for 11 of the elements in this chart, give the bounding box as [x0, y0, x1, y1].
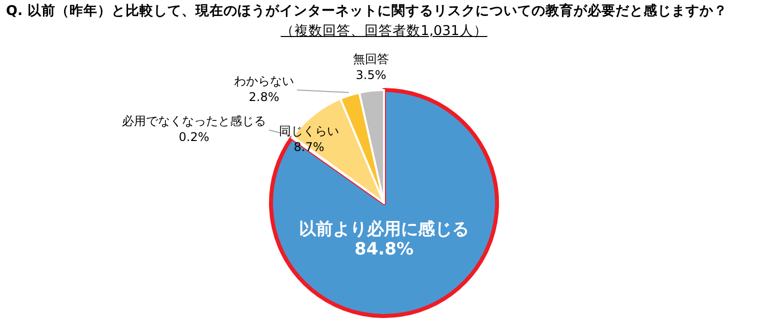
data-label: 0.2% [178, 130, 210, 144]
slice-label: 以前より必用に感じる [299, 219, 469, 240]
chart-subtitle: （複数回答、回答者数1,031人） [280, 23, 488, 39]
chart-title: Q. 以前（昨年）と比較して、現在のほうがインターネットに関するリスクについての教育が必要だと感じますか？ [6, 2, 728, 20]
data-label: 3.5% [356, 68, 386, 82]
slice-label: 必用でなくなったと感じる [122, 114, 266, 128]
data-label: 84.8% [354, 239, 414, 260]
slice-label: 同じくらい [279, 124, 339, 138]
slice-label: 無回答 [353, 52, 389, 66]
slice-label: わからない [234, 74, 294, 88]
data-label: 2.8% [248, 90, 280, 104]
